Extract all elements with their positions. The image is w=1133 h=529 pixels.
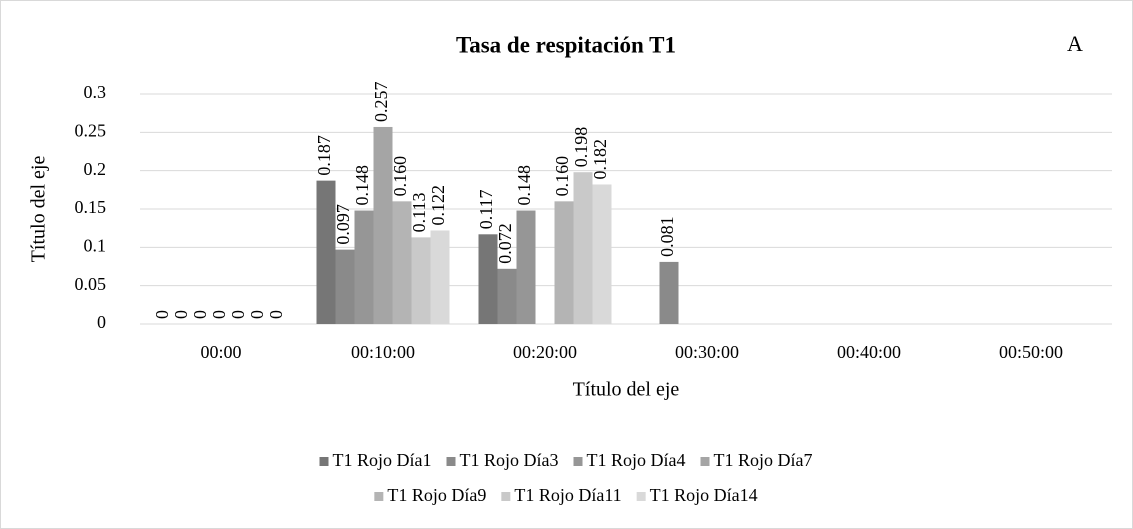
bar	[373, 126, 393, 324]
x-tick-label: 00:50:00	[999, 342, 1063, 362]
bar	[392, 201, 412, 324]
data-label: 0.097	[333, 204, 353, 245]
legend-swatch	[636, 492, 646, 501]
y-tick-label: 0.3	[84, 82, 107, 102]
data-label: 0.122	[428, 185, 448, 226]
y-tick-label: 0.05	[75, 274, 107, 294]
data-label: 0.117	[476, 189, 496, 229]
bar	[659, 261, 679, 324]
data-label: 0.182	[590, 139, 610, 180]
data-label: 0.148	[352, 165, 372, 206]
data-label: 0	[190, 310, 210, 319]
chart-title: Tasa de respitación T1	[456, 32, 676, 57]
x-tick-label: 00:40:00	[837, 342, 901, 362]
legend-label: T1 Rojo Día14	[650, 485, 758, 505]
legend-swatch	[573, 457, 583, 466]
y-tick-label: 0.25	[75, 120, 107, 140]
y-axis-title: Título del eje	[28, 156, 50, 263]
legend-swatch	[319, 457, 329, 466]
legend-label: T1 Rojo Día9	[387, 485, 486, 505]
data-label: 0.113	[409, 193, 429, 233]
data-label: 0.160	[390, 156, 410, 197]
data-label: 0.257	[371, 81, 391, 122]
bar	[430, 230, 450, 324]
data-label: 0.072	[495, 223, 515, 264]
y-tick-label: 0.2	[84, 159, 107, 179]
bar	[478, 234, 498, 324]
bar	[411, 237, 431, 324]
data-label: 0.148	[514, 165, 534, 206]
legend-label: T1 Rojo Día1	[333, 450, 432, 470]
legend-swatch	[374, 492, 384, 501]
data-label: 0	[171, 310, 191, 319]
legend-label: T1 Rojo Día11	[514, 485, 621, 505]
bar	[573, 172, 593, 324]
legend-label: T1 Rojo Día7	[714, 450, 813, 470]
data-label: 0	[228, 310, 248, 319]
x-tick-label: 00:30:00	[675, 342, 739, 362]
data-label: 0	[152, 310, 172, 319]
bar	[354, 210, 374, 324]
data-label: 0	[209, 310, 229, 319]
data-label: 0	[247, 310, 267, 319]
x-axis-title: Título del eje	[573, 379, 680, 401]
x-tick-label: 00:20:00	[513, 342, 577, 362]
data-label: 0.160	[552, 156, 572, 197]
bar	[592, 184, 612, 324]
legend-label: T1 Rojo Día3	[460, 450, 559, 470]
data-label: 0	[266, 310, 286, 319]
data-label: 0.187	[314, 135, 334, 176]
x-tick-label: 00:00	[200, 342, 241, 362]
bar	[554, 201, 574, 324]
legend-swatch	[700, 457, 710, 466]
legend-swatch	[501, 492, 511, 501]
y-tick-label: 0.15	[75, 197, 107, 217]
bar	[516, 210, 536, 324]
y-tick-label: 0.1	[84, 235, 107, 255]
legend-swatch	[446, 457, 456, 466]
annotation: A	[1067, 31, 1083, 56]
data-label: 0.198	[571, 127, 591, 168]
bar	[316, 180, 336, 324]
data-label: 0.081	[657, 216, 677, 257]
y-tick-label: 0	[97, 312, 106, 332]
bar	[497, 268, 517, 324]
bar	[335, 249, 355, 324]
x-tick-label: 00:10:00	[351, 342, 415, 362]
legend-label: T1 Rojo Día4	[587, 450, 686, 470]
